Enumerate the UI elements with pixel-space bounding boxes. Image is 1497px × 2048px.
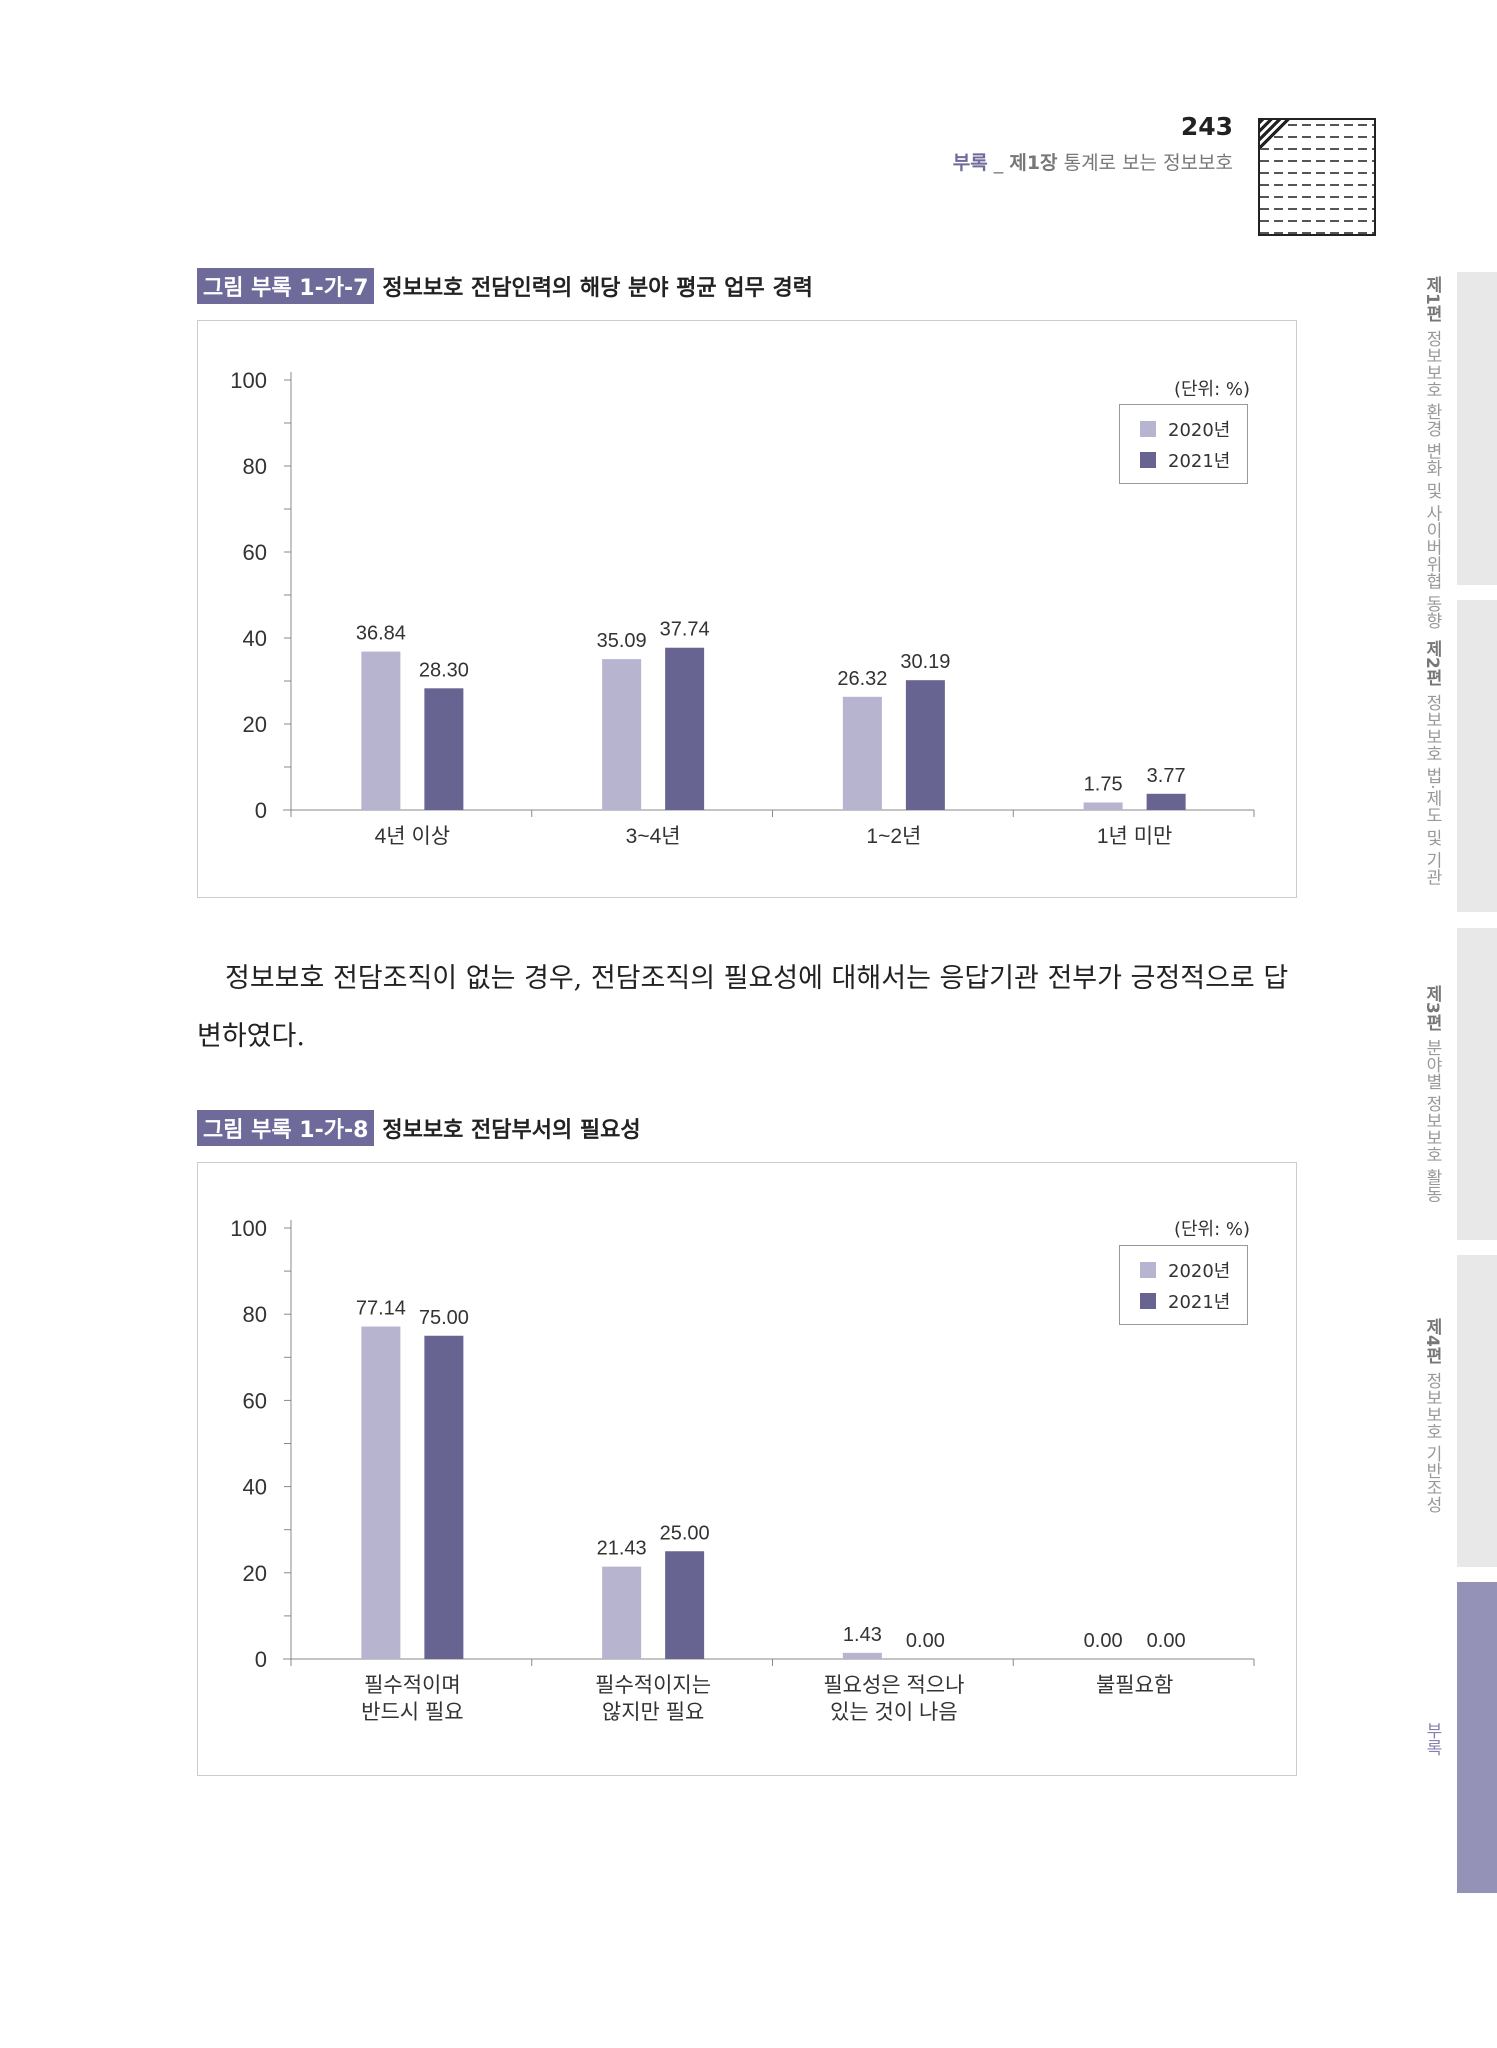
data-label: 0.00 [1084,1630,1123,1652]
legend: 2020년 2021년 [1119,1245,1248,1325]
x-tick-label: 필수적이며 [364,1674,461,1697]
data-label: 37.74 [660,619,710,641]
data-label: 1.75 [1084,773,1123,795]
bar-2021 [1146,793,1186,810]
bar-2021 [905,680,945,810]
figure-label: 그림 부록 1-가-8 [197,1110,375,1146]
unit-label: (단위: %) [1173,1219,1250,1240]
y-tick-label: 60 [243,1388,267,1413]
data-label: 30.19 [900,651,950,673]
y-tick-label: 40 [243,1475,267,1500]
side-tab-part1[interactable] [1457,272,1497,585]
figure-label: 그림 부록 1-가-7 [197,268,375,304]
legend-swatch [1140,451,1156,468]
side-tab-label-appendix: 부록 [1422,1722,1442,1756]
bar-2020 [842,1652,882,1659]
data-label: 3.77 [1147,765,1186,787]
data-label: 35.09 [597,630,647,652]
qr-code-icon [1258,118,1376,236]
chapter-title: 통계로 보는 정보보호 [1057,152,1233,174]
y-tick-label: 60 [243,540,267,565]
x-tick-label: 불필요함 [1096,1674,1173,1697]
data-label: 0.00 [906,1630,945,1652]
section-label: 부록 [952,152,988,174]
figure-caption: 정보보호 전담인력의 해당 분야 평균 업무 경력 [382,276,813,301]
legend-item-2020: 2020년 [1140,413,1247,444]
bar-2021 [424,688,464,810]
chapter-label: 제1장 [1009,152,1058,174]
body-paragraph: 정보보호 전담조직이 없는 경우, 전담조직의 필요성에 대해서는 응답기관 전… [197,963,1289,1052]
chart-frame-1: 0 20 40 60 80 100 4년 이상 36.84 28.30 3~4년 35.09 37.7… [197,320,1297,898]
data-label: 36.84 [356,623,406,645]
side-tab-appendix[interactable] [1457,1582,1497,1893]
data-label: 75.00 [419,1307,469,1329]
y-tick-label: 20 [243,712,267,737]
legend-label: 2020년 [1168,419,1231,441]
side-tab-label-part2: 제2편정보보호 법·제도 및 기관 [1422,640,1442,886]
legend-label: 2021년 [1168,1291,1231,1313]
x-tick-label: 3~4년 [626,825,681,848]
page-number: 243 [1180,112,1233,141]
bar-2020 [602,1566,642,1659]
figure-title-1: 그림 부록 1-가-7 정보보호 전담인력의 해당 분야 평균 업무 경력 [197,268,813,304]
x-tick-label: 필수적이지는 [595,1674,711,1697]
data-label: 21.43 [597,1538,647,1560]
y-tick-label: 100 [230,1216,267,1241]
side-tab-part4[interactable] [1457,1255,1497,1567]
side-tab-label-part3: 제3편분야별 정보보호 활동 [1422,985,1442,1203]
legend: 2020년 2021년 [1119,404,1248,484]
chart-svg: 0 20 40 60 80 100 4년 이상 36.84 28.30 3~4년 35.09 37.7… [230,368,1255,848]
bar-2021 [665,1551,705,1659]
y-tick-label: 0 [255,798,267,823]
bar-2021 [424,1335,464,1659]
x-tick-label: 필요성은 적으나 [823,1674,964,1697]
legend-item-2021: 2021년 [1140,444,1247,475]
side-tab-label-part1: 제1편정보보호 환경 변화 및 사이버위협 동향 [1422,276,1442,629]
legend-label: 2020년 [1168,1260,1231,1282]
legend-swatch [1140,1292,1156,1309]
x-tick-label: 4년 이상 [375,825,450,848]
side-tab-part2[interactable] [1457,600,1497,912]
x-tick-label: 않지만 필요 [602,1701,704,1724]
y-tick-label: 80 [243,454,267,479]
bar-2020 [361,1326,401,1659]
y-tick-label: 40 [243,626,267,651]
legend-item-2020: 2020년 [1140,1254,1247,1285]
x-tick-label: 있는 것이 나음 [830,1701,958,1724]
side-tab-label-part4: 제4편정보보호 기반조성 [1422,1318,1442,1514]
data-label: 25.00 [660,1522,710,1544]
bar-2020 [361,651,401,810]
data-label: 26.32 [837,668,887,690]
data-label: 28.30 [419,659,469,681]
bar-2020 [602,659,642,810]
legend-swatch [1140,420,1156,437]
x-tick-label: 1년 미만 [1097,825,1172,848]
y-tick-label: 100 [230,368,267,393]
data-label: 77.14 [356,1298,406,1320]
bar-2021 [665,647,705,810]
y-tick-label: 80 [243,1302,267,1327]
x-tick-label: 반드시 필요 [361,1701,463,1724]
legend-item-2021: 2021년 [1140,1285,1247,1316]
data-label: 1.43 [843,1624,882,1646]
bar-2020 [842,696,882,810]
legend-label: 2021년 [1168,450,1231,472]
unit-label: (단위: %) [1173,379,1250,400]
header-separator: _ [987,152,1010,174]
figure-title-2: 그림 부록 1-가-8 정보보호 전담부서의 필요성 [197,1110,641,1146]
side-tab-part3[interactable] [1457,928,1497,1240]
running-header: 부록 _ 제1장 통계로 보는 정보보호 [953,148,1233,175]
bar-2020 [1083,802,1123,810]
data-label: 0.00 [1147,1630,1186,1652]
legend-swatch [1140,1261,1156,1278]
figure-caption: 정보보호 전담부서의 필요성 [382,1118,641,1143]
y-tick-label: 20 [243,1561,267,1586]
x-tick-label: 1~2년 [866,825,921,848]
y-tick-label: 0 [255,1647,267,1672]
